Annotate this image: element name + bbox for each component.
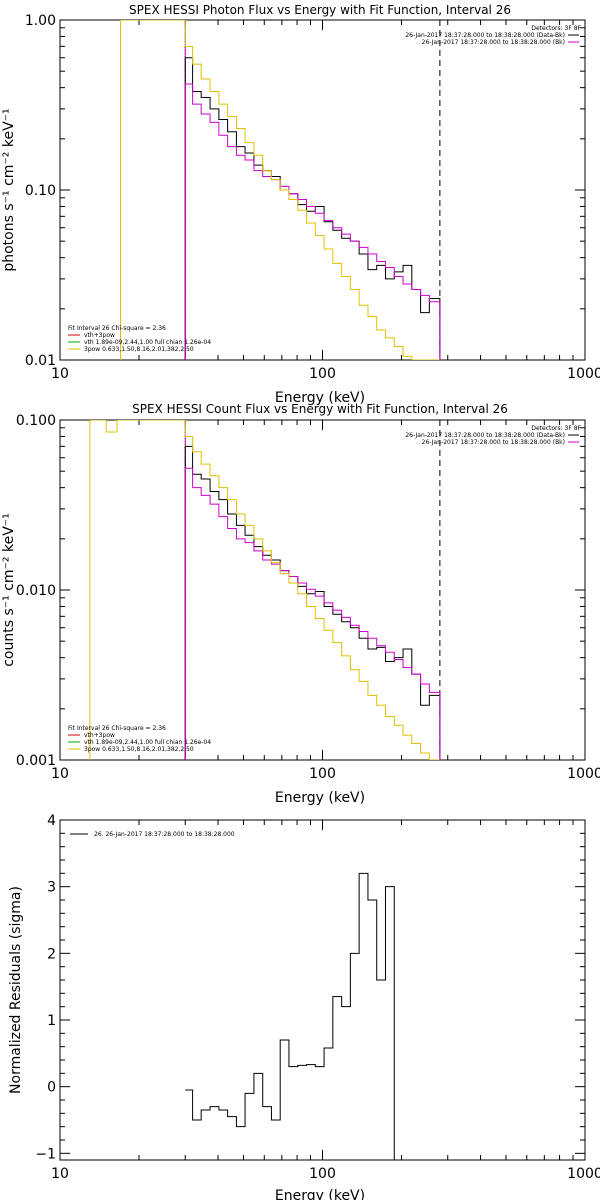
y-tick-label: 1: [47, 1013, 56, 1029]
x-tick-label: 1000: [567, 366, 600, 382]
y-tick-label: 0.10: [25, 183, 56, 199]
y-tick-label: 0.010: [16, 583, 56, 599]
residuals-panel: 10 100 1000 −1 0 1 2 3 4 26. 26-Jan-2017 18:37:28…: [8, 813, 600, 1200]
legend-entry-label: vth 1.89e-09,2.44,1.00 full chian 1.26e-…: [84, 339, 211, 346]
x-tick-label: 10: [51, 766, 69, 782]
y-tick-label: 1.00: [25, 13, 56, 29]
x-axis-label: Energy (keV): [275, 390, 365, 406]
y-tick-label: 0.100: [16, 413, 56, 429]
legend-entry-label: 26-Jan-2017 18:37:28.000 to 18:38:28.000…: [405, 432, 565, 439]
legend-header: Detectors: 3F 8F: [531, 425, 581, 432]
y-tick-label: 4: [47, 813, 56, 829]
panel-title: SPEX HESSI Count Flux vs Energy with Fit…: [132, 402, 508, 416]
legend-entry-label: 26-Jan-2017 18:37:28.000 to 18:38:28.000…: [422, 39, 565, 46]
y-axis-label: Normalized Residuals (sigma): [8, 886, 24, 1094]
x-tick-label: 10: [51, 1166, 69, 1182]
x-tick-label: 10: [51, 366, 69, 382]
y-tick-label: 0.01: [25, 353, 56, 369]
x-tick-label: 100: [309, 366, 336, 382]
panel-title: SPEX HESSI Photon Flux vs Energy with Fi…: [129, 3, 511, 17]
legend-entry-label: 3pow 0.633,1.50,8.16,2.01,382,2.50: [84, 746, 194, 753]
series-line-1: [184, 467, 441, 760]
legend-header: Fit Interval 26 Chi-square = 2.36: [68, 725, 166, 732]
legend-entry-label: vth+3pow: [84, 332, 115, 339]
series-line-0: [184, 57, 441, 360]
legend-entry-label: 3pow 0.633,1.50,8.16,2.01,382,2.50: [84, 346, 194, 353]
x-axis-label: Energy (keV): [275, 1188, 365, 1200]
y-axis-label: counts s⁻¹ cm⁻² keV⁻¹: [1, 513, 17, 667]
legend-entry-label: 26-Jan-2017 18:37:28.000 to 18:38:28.000…: [422, 439, 565, 446]
count-flux-panel: SPEX HESSI Count Flux vs Energy with Fit…: [1, 402, 600, 806]
y-tick-label: 0.001: [16, 753, 56, 769]
series-line-2: [119, 20, 440, 360]
plot-frame: [59, 19, 586, 361]
y-tick-label: 2: [47, 946, 56, 962]
legend-entry-label: 26-Jan-2017 18:37:28.000 to 18:38:28.000…: [405, 32, 565, 39]
x-tick-label: 1000: [567, 1166, 600, 1182]
legend-entry-label: vth 1.89e-09,2.44,1.00 full chian 1.26e-…: [84, 739, 211, 746]
plot-frame: [59, 419, 586, 761]
x-tick-label: 1000: [567, 766, 600, 782]
x-axis-label: Energy (keV): [275, 790, 365, 806]
y-axis-label: photons s⁻¹ cm⁻² keV⁻¹: [1, 108, 17, 271]
series-line-0: [185, 872, 395, 1160]
legend-header: Detectors: 3F 8F: [531, 25, 581, 32]
x-tick-label: 100: [309, 1166, 336, 1182]
legend-entry-label: 26. 26-Jan-2017 18:37:28.000 to 18:38:28…: [94, 831, 235, 838]
y-tick-label: 0: [47, 1080, 56, 1096]
x-tick-label: 100: [309, 766, 336, 782]
series-line-1: [184, 83, 441, 360]
series-line-0: [184, 445, 441, 760]
photon-flux-panel: SPEX HESSI Photon Flux vs Energy with Fi…: [1, 3, 600, 406]
legend-entry-label: vth+3pow: [84, 732, 115, 739]
plot-frame: [59, 819, 586, 1161]
series-line-2: [89, 420, 440, 760]
y-tick-label: 3: [47, 880, 56, 896]
y-tick-label: −1: [35, 1146, 56, 1162]
legend-header: Fit Interval 26 Chi-square = 2.36: [68, 325, 166, 332]
